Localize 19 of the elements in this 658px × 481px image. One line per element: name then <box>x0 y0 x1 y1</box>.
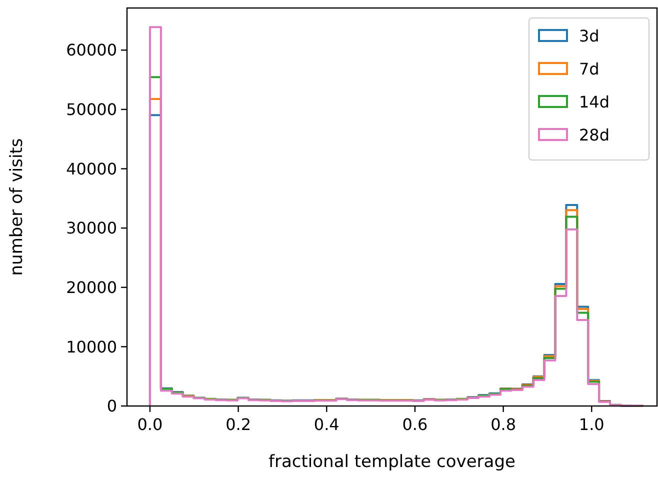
x-axis-title: fractional template coverage <box>268 452 516 472</box>
y-tick-label: 10000 <box>66 337 117 356</box>
y-tick-label: 0 <box>106 396 117 416</box>
legend-label: 3d <box>579 26 600 46</box>
y-tick-label: 60000 <box>66 40 117 60</box>
y-tick-label: 50000 <box>66 100 117 120</box>
x-tick-label: 0.6 <box>402 415 428 434</box>
x-tick-label: 0.4 <box>314 415 340 434</box>
legend-label: 28d <box>579 126 610 145</box>
x-tick-label: 0.0 <box>137 415 163 434</box>
x-tick-label: 1.0 <box>578 415 604 434</box>
legend-label: 14d <box>579 92 610 112</box>
y-tick-label: 20000 <box>66 278 117 297</box>
x-tick-label: 0.8 <box>490 415 516 434</box>
y-tick-label: 30000 <box>66 218 117 238</box>
y-axis-title: number of visits <box>7 138 27 276</box>
y-tick-label: 40000 <box>66 159 117 178</box>
x-tick-label: 0.2 <box>226 415 252 434</box>
legend-label: 7d <box>579 60 600 79</box>
